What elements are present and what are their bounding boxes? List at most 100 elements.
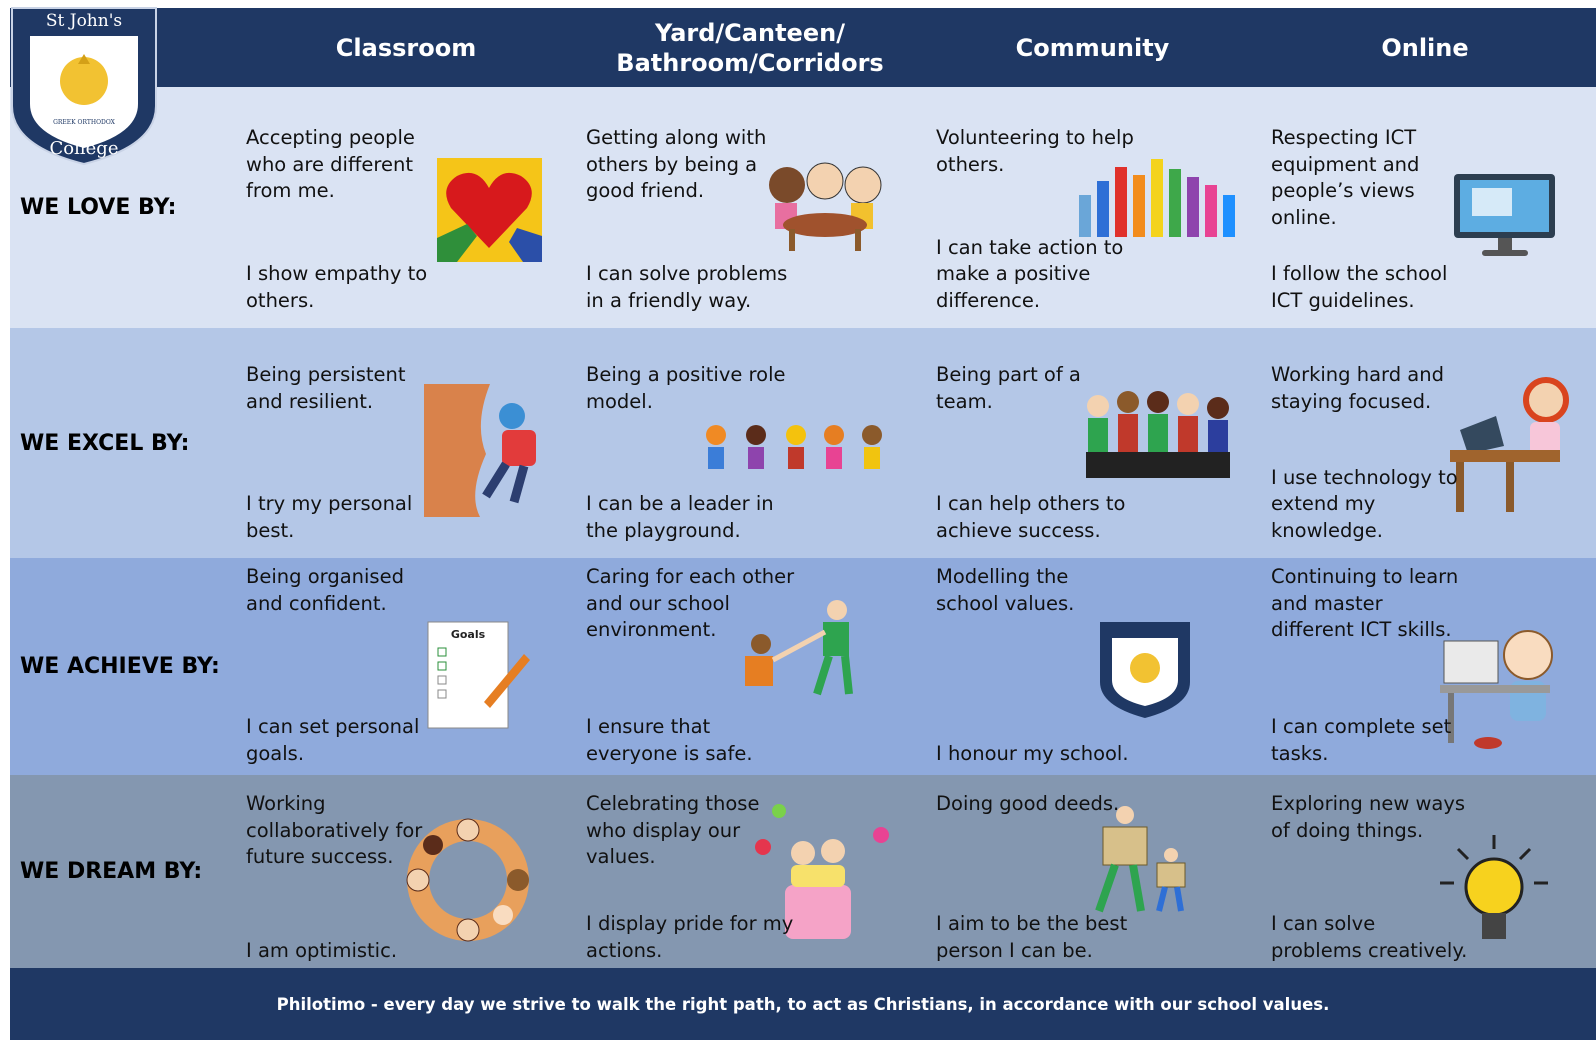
checkbox (437, 647, 447, 657)
celebration-illustration (755, 804, 889, 939)
desk-leg (1456, 462, 1464, 512)
cell: Accepting people who are different from … (246, 87, 428, 328)
row-band (10, 328, 1596, 558)
cell-text-top: Exploring new ways of doing things. (1271, 792, 1466, 842)
cake-top (791, 865, 845, 887)
child-head (746, 425, 766, 445)
child-head (706, 425, 726, 445)
checkbox (437, 689, 447, 699)
table-leg (855, 229, 861, 251)
arm (1205, 185, 1217, 237)
cell-text-bottom: I follow the school ICT guidelines. (1271, 262, 1448, 312)
logo-crown (78, 54, 90, 64)
climber-illustration (424, 384, 536, 517)
joined-arms (771, 629, 827, 663)
cell-text-top: Working hard and staying focused. (1271, 363, 1444, 413)
monitor-illustration (1454, 174, 1555, 256)
cell: Volunteering to help others. I can take a… (936, 87, 1136, 328)
hand-right (509, 228, 542, 262)
cell: Being part of a team. I can help others t… (936, 328, 1136, 558)
player-shirt (1208, 420, 1228, 452)
player-head (1147, 391, 1169, 413)
fallen-body (745, 656, 773, 686)
checkbox (437, 661, 447, 671)
cell-text-top: Celebrating those who display our values… (586, 792, 760, 868)
player-shirt (1118, 414, 1138, 452)
boy-computer-illustration (1440, 630, 1553, 749)
crest-eagle (1130, 653, 1160, 683)
child-face (423, 835, 443, 855)
monitor-base (1482, 250, 1528, 256)
bulb-base (1482, 913, 1506, 939)
bulb-glass (1464, 857, 1524, 917)
cell-text-top: Accepting people who are different from … (246, 126, 415, 202)
friends-illustration (769, 162, 882, 251)
cell: Working hard and staying focused. I use t… (1271, 328, 1471, 558)
desk-top (1450, 450, 1560, 462)
player-shirt (1148, 414, 1168, 452)
raised-hands-illustration (1079, 159, 1235, 237)
heart-illustration (437, 158, 542, 262)
child-legs (1156, 886, 1184, 912)
laptop (1460, 416, 1504, 454)
arm (1115, 167, 1127, 237)
cell: Exploring new ways of doing things. I can… (1271, 775, 1471, 968)
table (783, 213, 867, 237)
cell-text-bottom: I use technology to extend my knowledge. (1271, 465, 1458, 542)
cell-text-bottom: I display pride for my actions. (586, 912, 794, 962)
goals-illustration: Goals (427, 621, 530, 729)
screen-window (1472, 188, 1512, 216)
cell-text-top: Modelling the school values. (936, 565, 1075, 615)
row-label: WE DREAM BY: (20, 859, 203, 884)
helmet (499, 403, 525, 429)
cell-text-bottom: I can solve problems in a friendly way. (586, 262, 788, 312)
child-body (788, 447, 804, 469)
child-head (806, 162, 844, 200)
cell-text-bottom: I can take action to make a positive dif… (936, 235, 1124, 312)
arm (1223, 195, 1235, 237)
climber-body (502, 430, 536, 466)
boy-head (1503, 630, 1553, 680)
cell-text-top: Working collaboratively for future succe… (246, 792, 423, 868)
arm (1187, 177, 1199, 237)
good-deeds-illustration (1095, 806, 1186, 913)
arm (1079, 195, 1091, 237)
cell-text-bottom: I can be a leader in the playground. (586, 492, 774, 542)
lightbulb-illustration (1440, 835, 1548, 939)
cell-text-top: Respecting ICT equipment and people’s vi… (1271, 126, 1420, 229)
arm (1151, 159, 1163, 237)
logo-name: St John's (46, 11, 122, 31)
children-row-illustration (706, 425, 882, 469)
cell: Being a positive role model. I can be a l… (586, 328, 801, 558)
hand-left (437, 224, 477, 262)
cell-text-bottom: I can solve problems creatively. (1271, 912, 1468, 962)
school-logo: St John's GREEK ORTHODOX College (11, 7, 157, 166)
shoes (1474, 737, 1502, 749)
column-header: Classroom (335, 33, 477, 62)
cell: Doing good deeds. I aim to be the best pe… (936, 775, 1136, 968)
climber-legs (482, 461, 529, 504)
goals-word: Goals (451, 628, 486, 641)
column-header: Online (1381, 33, 1469, 62)
pencil (484, 654, 530, 708)
cell-text-top: Being part of a team. (936, 363, 1081, 413)
cell-text-top: Continuing to learn and master different… (1271, 565, 1459, 641)
row-label: WE LOVE BY: (20, 195, 177, 220)
balloon (873, 827, 889, 843)
checkbox (437, 675, 447, 685)
bulb-rays (1440, 835, 1548, 885)
logo-name2: College (50, 138, 119, 159)
balloon (755, 839, 771, 855)
grocery-bag (1102, 826, 1148, 866)
desk-leg (1448, 693, 1454, 743)
player-head (1207, 397, 1229, 419)
child-body (748, 447, 764, 469)
cell-text-bottom: I honour my school. (936, 741, 1129, 765)
cell: Caring for each other and our school env… (586, 558, 801, 775)
cell: Modelling the school values. I honour my … (936, 558, 1136, 775)
circle-of-children-illustration (406, 818, 529, 942)
cell: Celebrating those who display our values… (586, 775, 801, 968)
child-head (844, 166, 882, 204)
cell: Getting along with others by being a goo… (586, 87, 801, 328)
helper-head (827, 600, 847, 620)
